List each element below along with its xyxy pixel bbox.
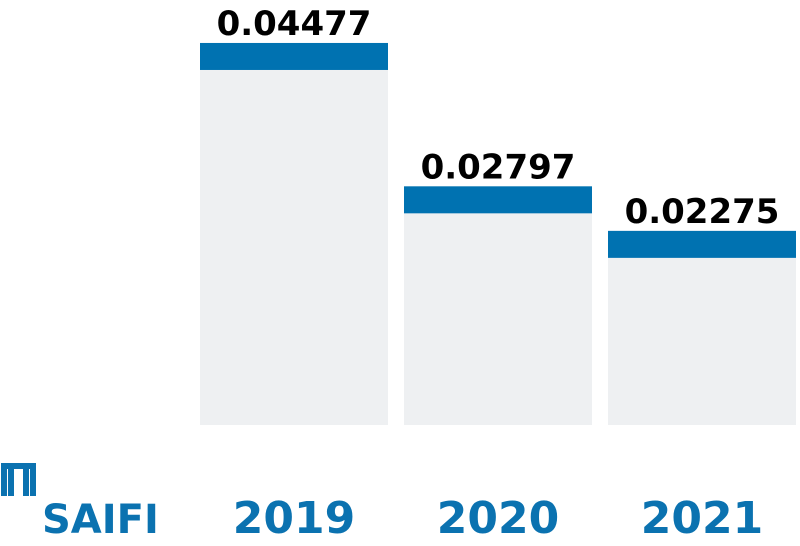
icon [1,463,36,496]
x-tick-label: 2019 [233,493,355,544]
axis-label: SAIFI [42,497,159,543]
bar-cap [404,186,592,214]
bar [200,42,388,425]
value-label: 0.02797 [421,147,576,187]
bar-cap [200,42,388,70]
bar-cap [608,230,796,258]
bar [404,186,592,425]
x-tick-label: 2020 [437,493,559,544]
x-tick-label: 2021 [641,493,763,544]
bar [608,230,796,425]
value-label: 0.04477 [217,4,372,44]
value-label: 0.02275 [625,192,780,232]
